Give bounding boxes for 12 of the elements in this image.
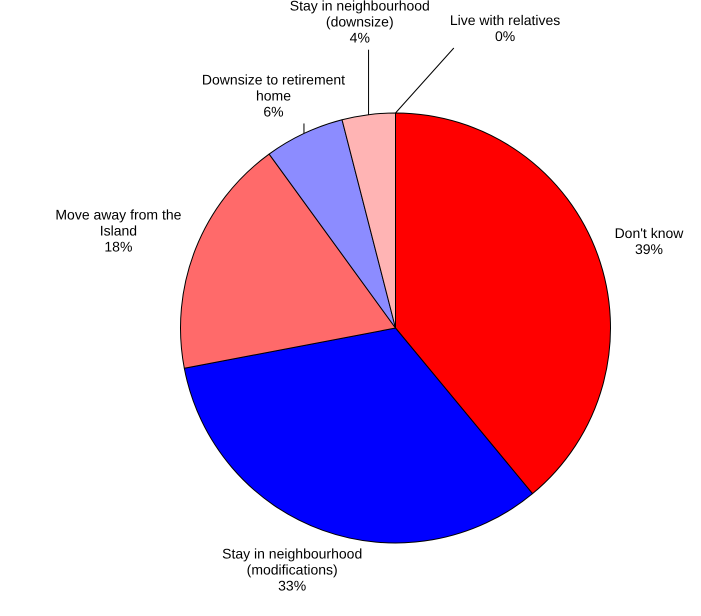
category-label: Live with relatives (450, 12, 560, 28)
data-label: 39% (634, 240, 663, 257)
data-label: 18% (104, 238, 132, 255)
slice-label: Stay in neighbourhood (modifications) (222, 546, 362, 578)
slice-label: Move away from the Island (55, 206, 182, 239)
slice-label: Stay in neighbourhood (downsize) (290, 0, 430, 30)
data-label: 4% (350, 30, 370, 46)
data-label: 6% (263, 103, 284, 120)
slice-label: Downsize to retirement home (202, 71, 346, 104)
text: 0% (494, 28, 516, 44)
data-label: 33% (278, 578, 306, 594)
slice-label: Don't know (614, 224, 684, 241)
